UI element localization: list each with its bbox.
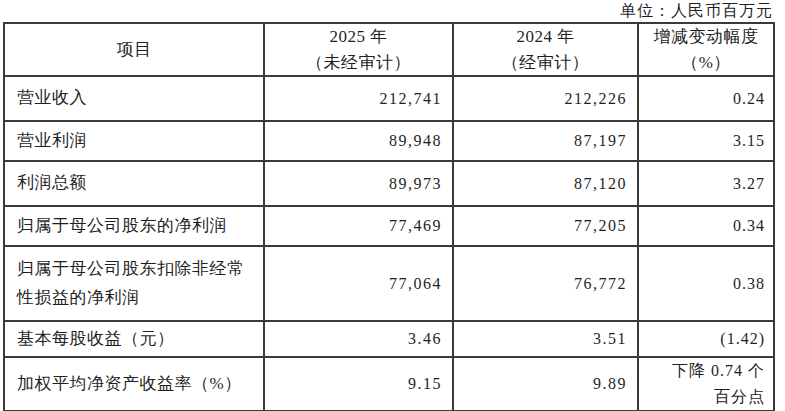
value-2024-cell: 87,197 xyxy=(453,121,638,161)
value-2024-cell: 76,772 xyxy=(453,246,638,321)
item-cell: 营业收入 xyxy=(4,76,264,121)
item-cell: 加权平均净资产收益率（%） xyxy=(4,357,264,411)
item-cell: 归属于母公司股东的净利润 xyxy=(4,206,264,246)
value-2025-cell: 3.46 xyxy=(264,321,453,357)
change-cell: 0.24 xyxy=(638,76,774,121)
value-2025-cell: 9.15 xyxy=(264,357,453,411)
value-2024-cell: 212,226 xyxy=(453,76,638,121)
table-row-weighted-average-roe: 加权平均净资产收益率（%） 9.15 9.89 下降 0.74 个 百分点 xyxy=(4,357,774,411)
header-change: 增减变动幅度 （%） xyxy=(638,23,774,76)
financial-results-table: 项目 2025 年 （未经审计） 2024 年 （经审计） 增减变动幅度 （%）… xyxy=(3,22,775,411)
change-cell: 0.38 xyxy=(638,246,774,321)
header-2025-line2: （未经审计） xyxy=(265,50,452,76)
header-item: 项目 xyxy=(4,23,264,76)
header-item-label: 项目 xyxy=(5,37,263,63)
value-2025-cell: 212,741 xyxy=(264,76,453,121)
header-2025-line1: 2025 年 xyxy=(265,24,452,50)
value-2025-cell: 77,064 xyxy=(264,246,453,321)
header-2024-line2: （经审计） xyxy=(454,50,637,76)
item-cell: 基本每股收益（元） xyxy=(4,321,264,357)
value-2024-cell: 77,205 xyxy=(453,206,638,246)
change-cell: 3.15 xyxy=(638,121,774,161)
header-change-line2: （%） xyxy=(639,50,773,76)
table-row-operating-profit: 营业利润 89,948 87,197 3.15 xyxy=(4,121,774,161)
header-2024: 2024 年 （经审计） xyxy=(453,23,638,76)
change-cell: 3.27 xyxy=(638,161,774,206)
value-2025-cell: 89,948 xyxy=(264,121,453,161)
value-2024-cell: 87,120 xyxy=(453,161,638,206)
item-cell: 归属于母公司股东扣除非经常性损益的净利润 xyxy=(4,246,264,321)
financial-report-page: 单位：人民币百万元 项目 2025 年 （未经审计） 2024 年 （经审计） … xyxy=(0,0,785,411)
item-cell: 利润总额 xyxy=(4,161,264,206)
value-2024-cell: 3.51 xyxy=(453,321,638,357)
value-2024-cell: 9.89 xyxy=(453,357,638,411)
table-row-total-profit: 利润总额 89,973 87,120 3.27 xyxy=(4,161,774,206)
header-2024-line1: 2024 年 xyxy=(454,24,637,50)
item-cell: 营业利润 xyxy=(4,121,264,161)
header-change-line1: 增减变动幅度 xyxy=(639,24,773,50)
value-2025-cell: 77,469 xyxy=(264,206,453,246)
table-row-net-profit-excluding-nonrecurring: 归属于母公司股东扣除非经常性损益的净利润 77,064 76,772 0.38 xyxy=(4,246,774,321)
change-cell: (1.42) xyxy=(638,321,774,357)
table-row-operating-revenue: 营业收入 212,741 212,226 0.24 xyxy=(4,76,774,121)
change-cell: 0.34 xyxy=(638,206,774,246)
change-cell: 下降 0.74 个 百分点 xyxy=(638,357,774,411)
table-row-basic-eps: 基本每股收益（元） 3.46 3.51 (1.42) xyxy=(4,321,774,357)
value-2025-cell: 89,973 xyxy=(264,161,453,206)
table-header-row: 项目 2025 年 （未经审计） 2024 年 （经审计） 增减变动幅度 （%） xyxy=(4,23,774,76)
header-2025: 2025 年 （未经审计） xyxy=(264,23,453,76)
table-row-net-profit-attributable: 归属于母公司股东的净利润 77,469 77,205 0.34 xyxy=(4,206,774,246)
unit-note: 单位：人民币百万元 xyxy=(3,1,773,22)
